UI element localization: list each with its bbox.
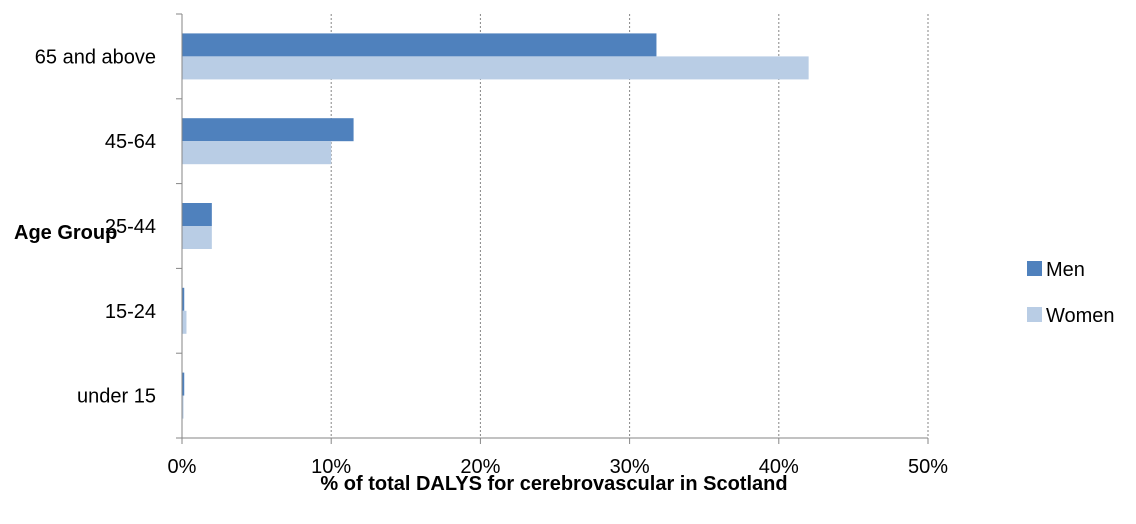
category-label: 65 and above <box>35 46 156 68</box>
bars <box>182 33 809 419</box>
legend-item-women: Women <box>1027 305 1115 327</box>
x-tick-label: 50% <box>908 456 948 478</box>
x-tick-label: 20% <box>460 456 500 478</box>
legend-label: Women <box>1046 305 1115 327</box>
category-labels: 65 and above 45-64 25-44 15-24 under 15 <box>35 46 156 407</box>
x-tick-labels: 0% 10% 20% 30% 40% 50% <box>168 456 949 478</box>
bar-women <box>182 395 184 419</box>
legend-item-men: Men <box>1027 259 1085 281</box>
category-label: under 15 <box>77 386 156 408</box>
x-tick-label: 10% <box>311 456 351 478</box>
bar-men <box>182 33 657 57</box>
category-label: 25-44 <box>105 216 156 238</box>
bar-women <box>182 141 332 165</box>
bar-women <box>182 226 212 249</box>
bar-men <box>182 372 185 396</box>
bar-men <box>182 287 185 311</box>
legend-label: Men <box>1046 259 1085 281</box>
x-tick-label: 30% <box>610 456 650 478</box>
legend: Men Women <box>1027 259 1115 327</box>
category-label: 45-64 <box>105 131 156 153</box>
tick-marks <box>176 13 929 444</box>
y-axis-title: Age Group <box>14 222 117 244</box>
bar-men <box>182 203 212 226</box>
category-label: 15-24 <box>105 301 156 323</box>
axes <box>181 14 928 439</box>
legend-swatch <box>1027 307 1042 322</box>
bar-women <box>182 56 809 80</box>
legend-swatch <box>1027 261 1042 276</box>
x-tick-label: 0% <box>168 456 197 478</box>
x-axis-title: % of total DALYS for cerebrovascular in … <box>320 473 787 495</box>
gridlines <box>330 14 929 438</box>
bar-men <box>182 118 354 142</box>
bar-women <box>182 310 187 334</box>
x-tick-label: 40% <box>759 456 799 478</box>
